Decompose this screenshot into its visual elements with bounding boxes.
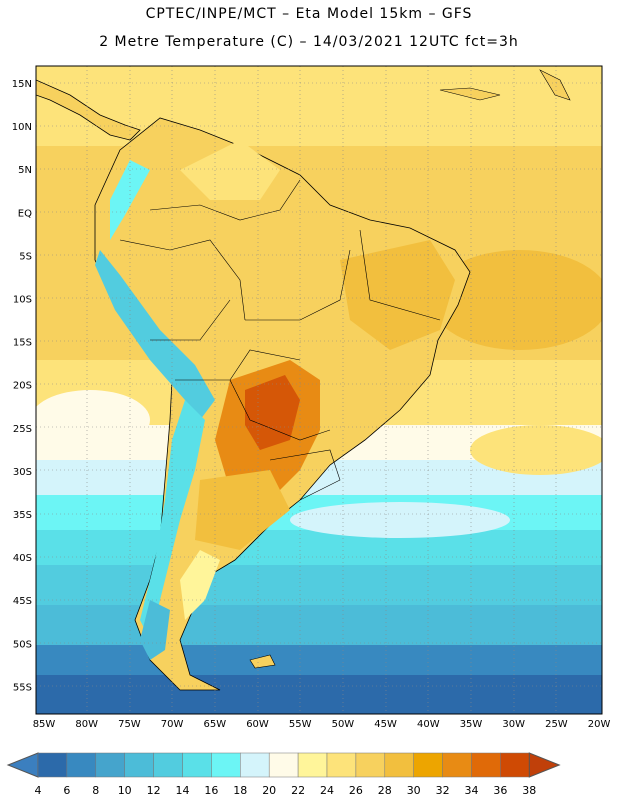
- colorbar-tick: 10: [118, 784, 132, 797]
- colorbar-swatch: [37, 752, 68, 778]
- lat-lon-grid: [36, 66, 602, 714]
- lon-label: 30W: [502, 719, 525, 730]
- colorbar-tick: 28: [378, 784, 392, 797]
- colorbar-tick: 6: [63, 784, 70, 797]
- lat-label: 15N: [12, 79, 32, 90]
- lat-label: 55S: [13, 682, 32, 693]
- colorbar-swatch: [471, 752, 501, 778]
- temperature-map: 15N 10N 5N EQ 5S 10S 15S 20S 25S 30S 35S 40S 45S 50S 5…: [12, 65, 611, 730]
- colorbar: 4 6 8 10 12 14 16 18 20 22 24 26 28 30 32 34 36 38: [6, 752, 561, 797]
- map-field: [36, 66, 602, 714]
- colorbar-swatch: [153, 752, 183, 778]
- colorbar-tick-labels: 4 6 8 10 12 14 16 18 20 22 24 26 28 30 32 34 36 38: [35, 784, 537, 797]
- lon-label: 20W: [588, 719, 611, 730]
- colorbar-swatch: [442, 752, 472, 778]
- colorbar-tick: 24: [320, 784, 334, 797]
- colorbar-tick: 8: [92, 784, 99, 797]
- colorbar-tick: 22: [291, 784, 305, 797]
- lat-label: 15S: [13, 338, 32, 349]
- colorbar-low-arrow: [6, 752, 39, 778]
- lat-label: EQ: [18, 208, 32, 219]
- lon-label: 70W: [161, 719, 184, 730]
- colorbar-tick: 26: [349, 784, 363, 797]
- colorbar-tick: 20: [262, 784, 276, 797]
- colorbar-swatch: [240, 752, 270, 778]
- lat-label: 10N: [12, 122, 32, 133]
- colorbar-tick: 36: [493, 784, 507, 797]
- lon-label: 50W: [332, 719, 355, 730]
- colorbar-swatch: [500, 752, 530, 778]
- colorbar-swatches: [6, 752, 561, 778]
- colorbar-tick: 32: [436, 784, 450, 797]
- lat-label: 45S: [13, 596, 32, 607]
- lat-label: 25S: [13, 424, 32, 435]
- lon-label: 60W: [246, 719, 269, 730]
- colorbar-swatch: [124, 752, 154, 778]
- country-borders: [119, 179, 441, 501]
- lat-label: 20S: [13, 381, 32, 392]
- map-title-line-1: CPTEC/INPE/MCT – Eta Model 15km – GFS: [145, 6, 473, 22]
- lon-label: 55W: [289, 719, 312, 730]
- lat-label: 50S: [13, 639, 32, 650]
- colorbar-tick: 14: [176, 784, 190, 797]
- colorbar-tick: 18: [233, 784, 247, 797]
- colorbar-swatch: [182, 752, 212, 778]
- colorbar-swatch: [384, 752, 414, 778]
- colorbar-high-arrow: [528, 752, 561, 778]
- colorbar-swatch: [268, 752, 299, 778]
- colorbar-tick: 12: [147, 784, 161, 797]
- lon-label: 25W: [545, 719, 568, 730]
- lon-label: 85W: [33, 719, 56, 730]
- colorbar-tick: 38: [522, 784, 536, 797]
- axis-labels: 15N 10N 5N EQ 5S 10S 15S 20S 25S 30S 35S 40S 45S 50S 5…: [12, 79, 611, 730]
- colorbar-swatch: [413, 752, 443, 778]
- lon-label: 80W: [75, 719, 98, 730]
- lat-label: 40S: [13, 553, 32, 564]
- colorbar-swatch: [355, 752, 386, 778]
- colorbar-tick: 34: [465, 784, 479, 797]
- lat-label: 35S: [13, 510, 32, 521]
- lat-label: 5N: [18, 165, 32, 176]
- colorbar-swatch: [95, 752, 125, 778]
- lat-label: 10S: [13, 295, 32, 306]
- map-frame: [35, 65, 603, 715]
- lon-label: 65W: [203, 719, 226, 730]
- colorbar-tick: 30: [407, 784, 421, 797]
- colorbar-swatch: [211, 752, 241, 778]
- lon-label: 40W: [417, 719, 440, 730]
- lon-label: 75W: [118, 719, 141, 730]
- colorbar-swatch: [326, 752, 357, 778]
- colorbar-tick: 4: [35, 784, 42, 797]
- lat-label: 5S: [19, 251, 32, 262]
- map-title-line-2: 2 Metre Temperature (C) – 14/03/2021 12U…: [99, 34, 519, 50]
- colorbar-swatch: [66, 752, 97, 778]
- colorbar-tick: 16: [204, 784, 218, 797]
- lat-label: 30S: [13, 467, 32, 478]
- colorbar-swatch: [297, 752, 328, 778]
- lon-label: 35W: [460, 719, 483, 730]
- lon-label: 45W: [374, 719, 397, 730]
